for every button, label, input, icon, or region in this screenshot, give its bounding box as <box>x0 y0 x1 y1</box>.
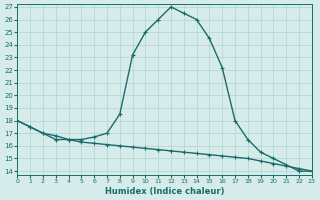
X-axis label: Humidex (Indice chaleur): Humidex (Indice chaleur) <box>105 187 224 196</box>
